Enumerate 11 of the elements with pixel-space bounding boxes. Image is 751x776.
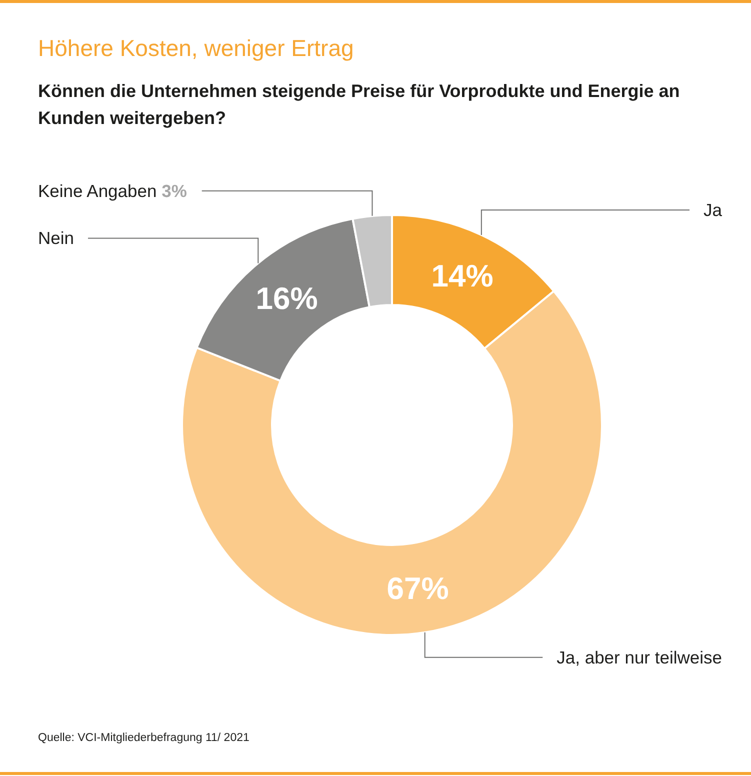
chart-title: Höhere Kosten, weniger Ertrag (38, 35, 354, 61)
chart-subtitle: Können die Unternehmen steigende Preise für Vorprodukte und Energie an Kunden weitergeben? (38, 81, 680, 128)
data-label: 16% (256, 280, 318, 316)
data-label: 67% (386, 570, 449, 606)
data-label: 3% (156, 180, 188, 201)
source-note: Quelle: VCI-Mitgliederbefragung 11/ 2021 (38, 732, 250, 744)
data-label: 14% (431, 258, 494, 294)
slice-label: Ja, aber nur teilweise (556, 647, 722, 668)
slice-label: Ja (704, 200, 722, 220)
slice-label: Keine Angaben (38, 180, 157, 201)
slice-label: Nein (38, 228, 74, 248)
